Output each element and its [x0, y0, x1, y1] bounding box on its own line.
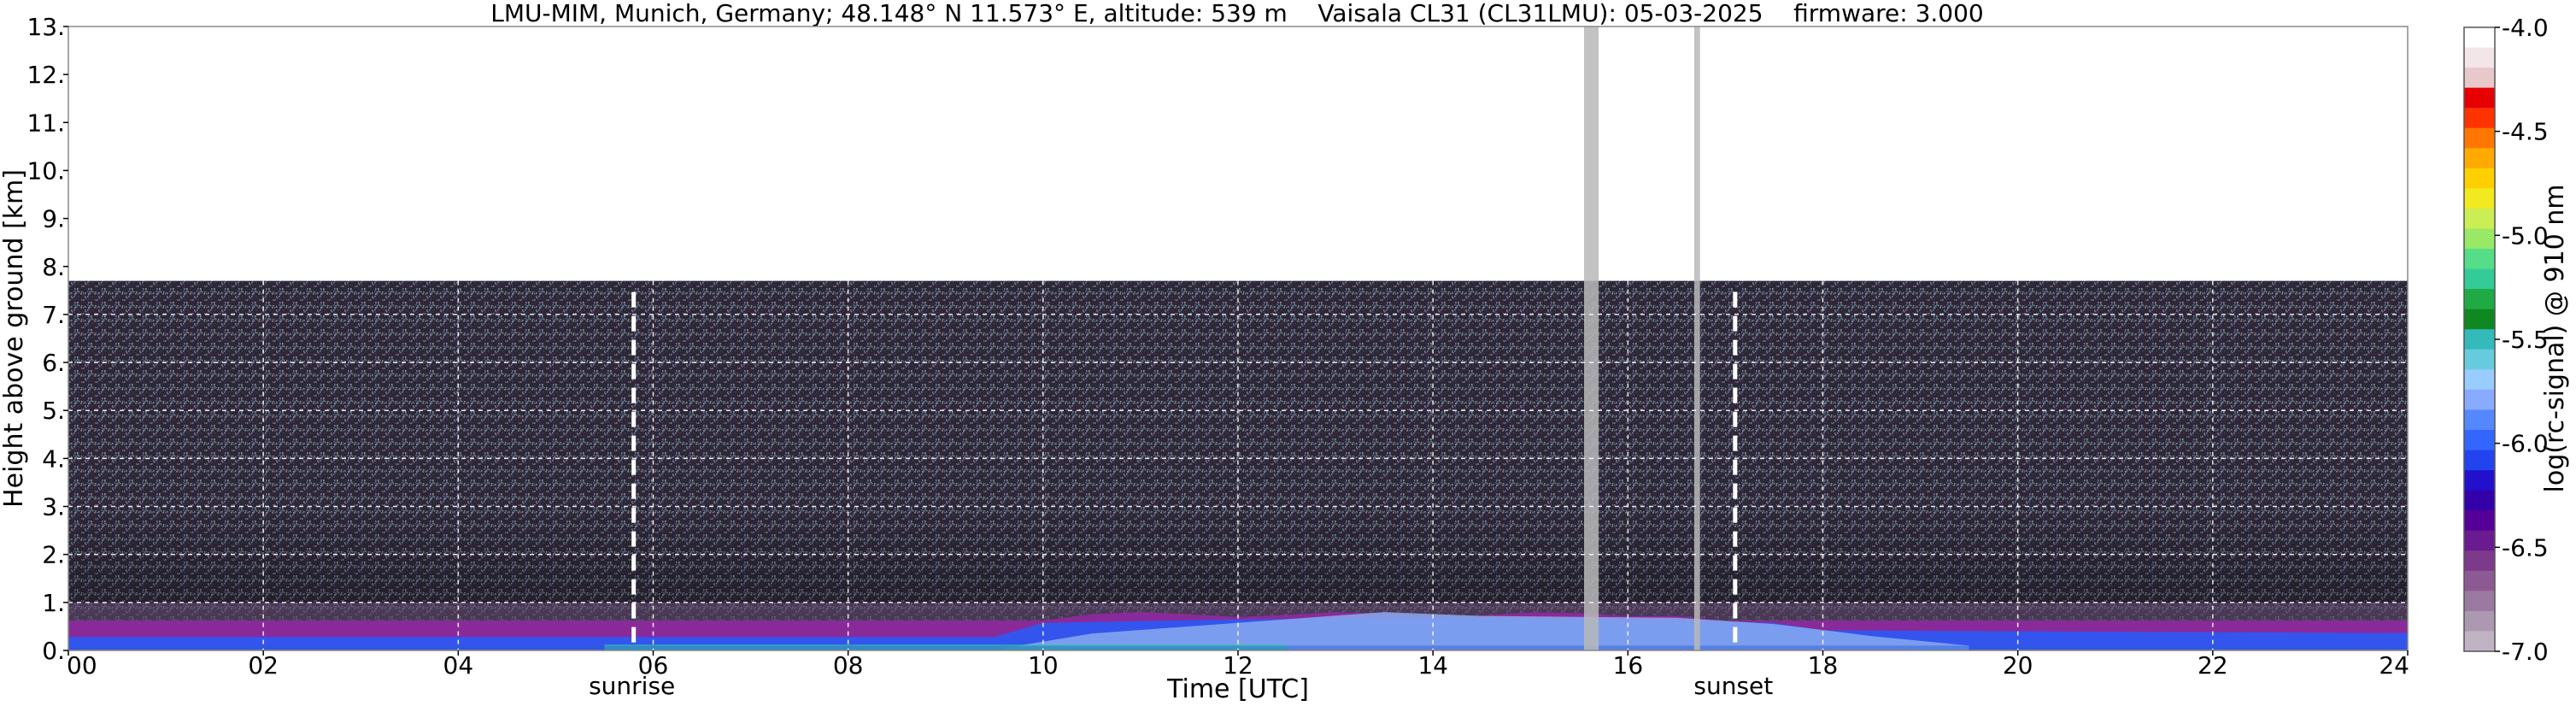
colorbar-step	[2464, 349, 2495, 370]
colorbar-step	[2464, 369, 2495, 391]
colorbar-step	[2464, 450, 2495, 471]
colorbar-step	[2464, 87, 2495, 109]
colorbar-step	[2464, 631, 2495, 652]
y-tick-label: 11.	[26, 109, 65, 137]
colorbar-ticks: -4.0 -4.5 -5.0 -5.5 -6.0 -6.5 -7.0	[2495, 14, 2549, 666]
x-axis-ticks: 00 02 04 06 08 10 12 14 16 18 20 22 24	[67, 650, 2409, 680]
data-gap-1	[1693, 26, 1700, 650]
colorbar-step	[2464, 68, 2495, 89]
x-tick-label: 00	[67, 651, 97, 680]
colorbar-step	[2464, 329, 2495, 350]
colorbar-step	[2464, 268, 2495, 290]
colorbar-step	[2464, 591, 2495, 612]
colorbar-step	[2464, 530, 2495, 551]
colorbar-step	[2464, 47, 2495, 68]
x-tick-label: 20	[2003, 651, 2033, 680]
colorbar-label: log(rc-signal) @ 910 nm	[2540, 185, 2570, 493]
colorbar-tick-label: -6.5	[2502, 533, 2549, 562]
y-tick-label: 13.	[26, 13, 65, 41]
x-tick-label: 22	[2198, 651, 2228, 680]
chart-title: LMU-MIM, Munich, Germany; 48.148° N 11.5…	[490, 0, 1984, 27]
colorbar-step	[2464, 249, 2495, 270]
colorbar-step	[2464, 208, 2495, 230]
sunset-label: sunset	[1693, 672, 1773, 700]
colorbar-tick-label: -7.0	[2502, 638, 2549, 666]
colorbar-step	[2464, 228, 2495, 250]
colorbar-step	[2464, 409, 2495, 431]
colorbar-step	[2464, 610, 2495, 632]
colorbar-step	[2464, 108, 2495, 129]
x-tick-label: 10	[1028, 651, 1059, 680]
y-tick-label: 3.	[42, 493, 65, 521]
x-tick-label: 08	[833, 651, 864, 680]
colorbar-step	[2464, 168, 2495, 189]
colorbar-tick-label: -6.0	[2502, 430, 2549, 458]
y-tick-label: 12.	[26, 61, 65, 89]
colorbar-step	[2464, 490, 2495, 511]
y-tick-label: 10.	[26, 156, 65, 185]
sun-events: sunrise sunset	[589, 291, 1773, 700]
colorbar-step	[2464, 510, 2495, 532]
y-tick-label: 5.	[42, 397, 65, 425]
colorbar-step	[2464, 127, 2495, 149]
surface-layer	[604, 644, 1288, 650]
x-tick-label: 14	[1417, 651, 1448, 680]
colorbar-step	[2464, 148, 2495, 169]
colorbar-step	[2464, 188, 2495, 209]
colorbar-step	[2464, 470, 2495, 491]
y-axis-label: Height above ground [km]	[0, 169, 29, 508]
y-tick-label: 0.	[42, 637, 65, 665]
colorbar-tick-label: -5.0	[2502, 221, 2549, 250]
y-tick-label: 2.	[42, 541, 65, 569]
grid	[68, 280, 2408, 650]
y-tick-label: 6.	[42, 349, 65, 377]
colorbar	[2463, 26, 2496, 652]
y-axis-ticks: 0. 1. 2. 3. 4. 5. 6. 7. 8. 9. 10. 11. 12. 13.	[26, 13, 68, 665]
y-tick-label: 1.	[42, 589, 65, 617]
y-tick-label: 4.	[42, 444, 65, 473]
data-gaps	[1583, 26, 1700, 650]
convective-layer	[1004, 612, 1969, 650]
y-tick-label: 9.	[42, 205, 65, 233]
colorbar-step	[2464, 389, 2495, 411]
colorbar-step	[2464, 27, 2495, 49]
data-gap-0	[1583, 26, 1599, 650]
x-tick-label: 16	[1613, 651, 1644, 680]
colorbar-tick-label: -4.5	[2502, 118, 2549, 146]
x-tick-label: 06	[638, 651, 669, 680]
x-tick-label: 12	[1223, 651, 1253, 680]
colorbar-step	[2464, 289, 2495, 310]
colorbar-step	[2464, 429, 2495, 451]
colorbar-tick-label: -4.0	[2502, 14, 2549, 42]
x-tick-label: 18	[1808, 651, 1839, 680]
colorbar-tick-label: -5.5	[2502, 326, 2549, 354]
x-axis-label: Time [UTC]	[1166, 674, 1309, 704]
colorbar-step	[2464, 570, 2495, 591]
x-tick-label: 04	[443, 651, 474, 680]
sunrise-label: sunrise	[589, 672, 675, 700]
colorbar-step	[2464, 550, 2495, 572]
colorbar-step	[2464, 309, 2495, 330]
x-tick-label: 02	[248, 651, 279, 680]
y-tick-label: 8.	[42, 253, 65, 281]
y-tick-label: 7.	[42, 301, 65, 329]
x-tick-label: 24	[2379, 651, 2409, 680]
